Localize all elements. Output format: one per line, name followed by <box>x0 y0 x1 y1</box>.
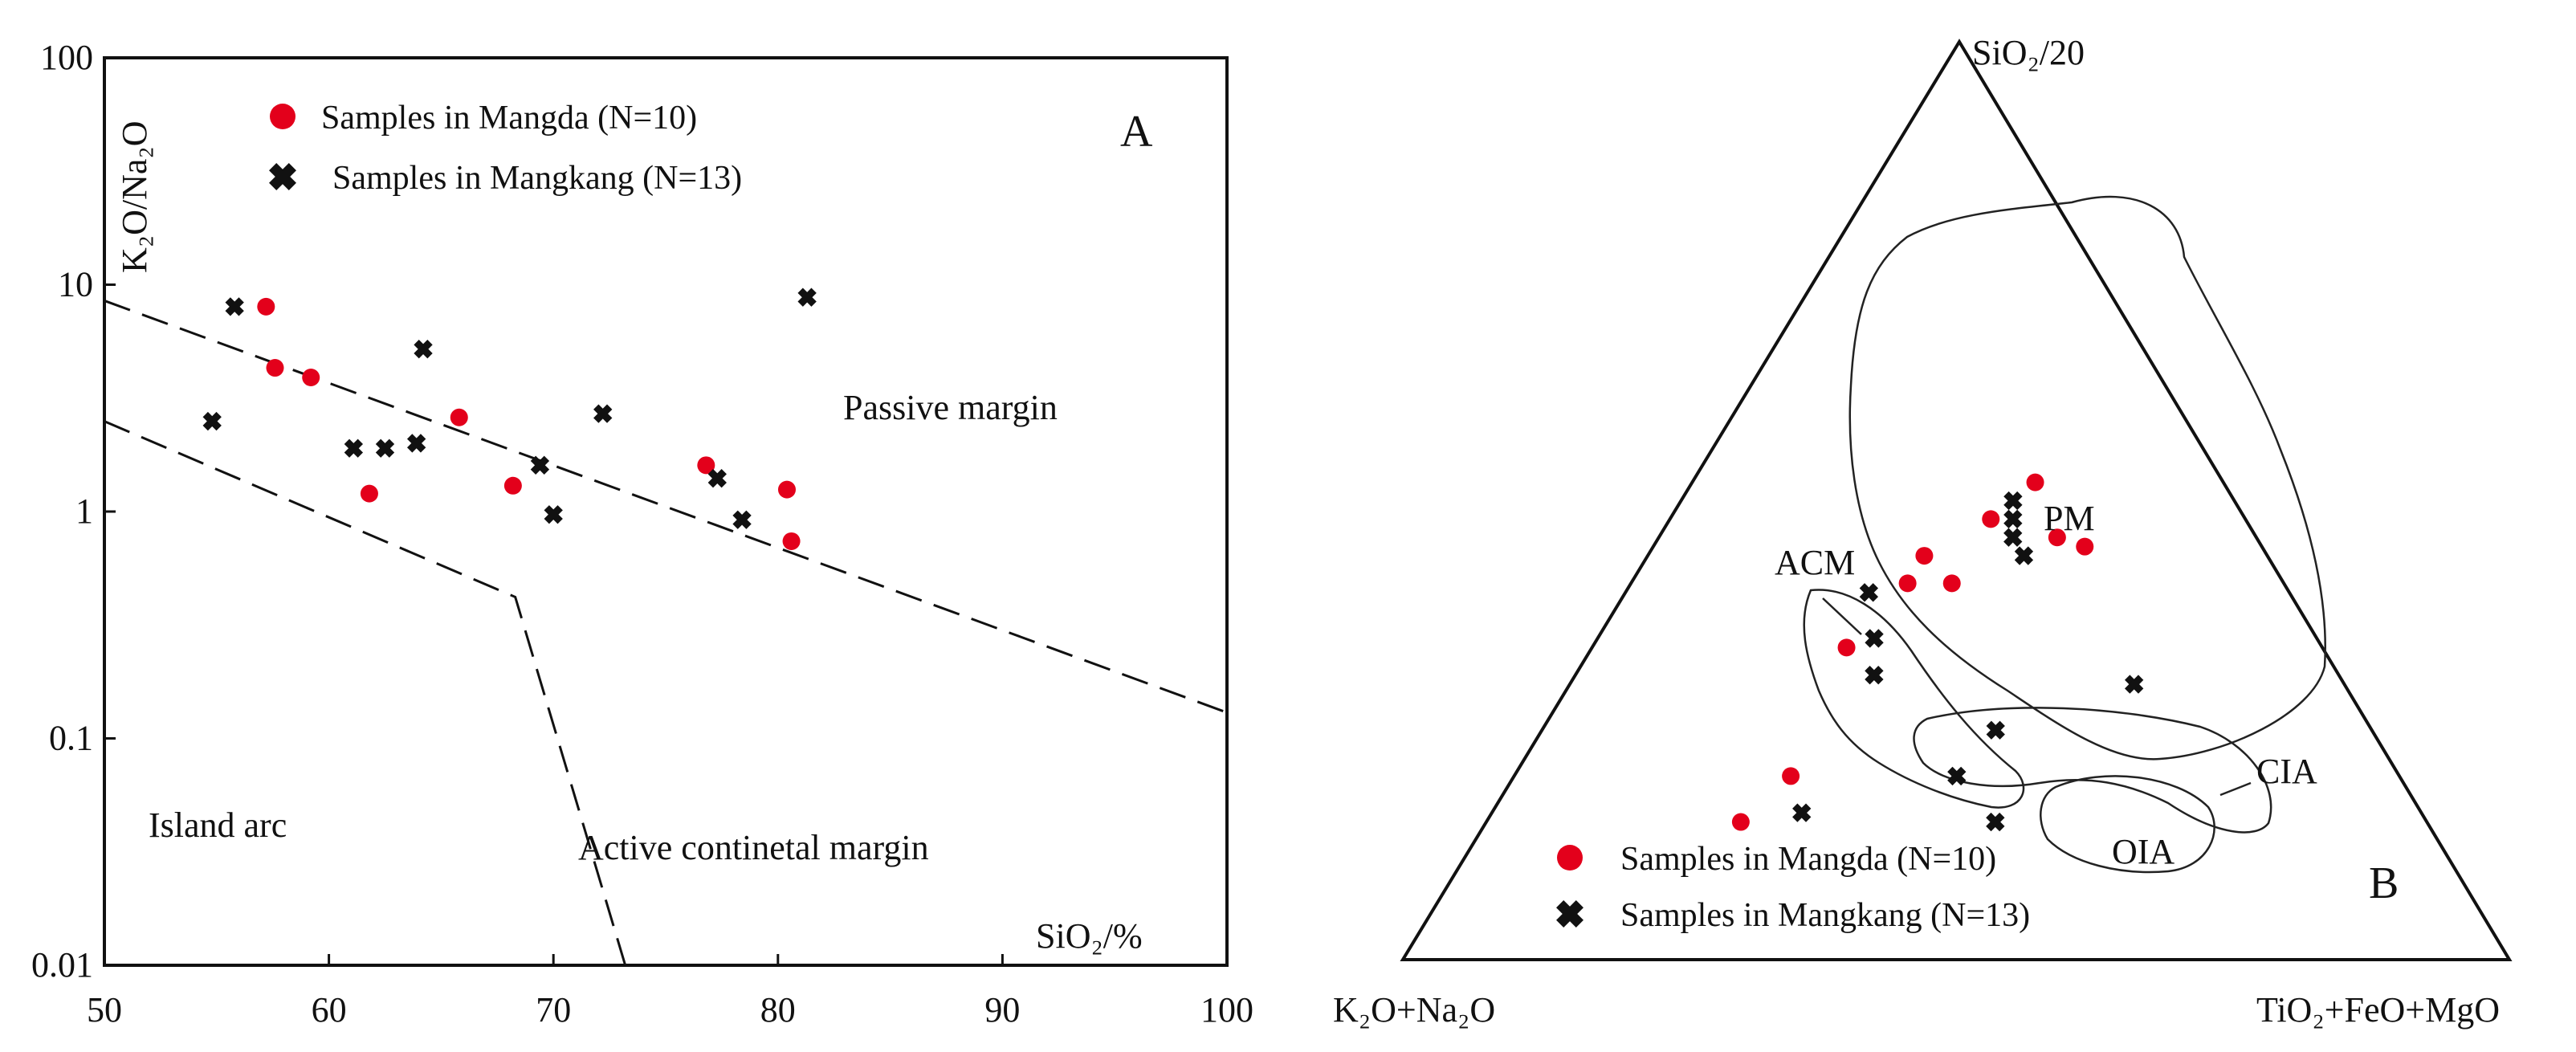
mangkang-point <box>544 505 563 524</box>
ternary-mangda-point <box>1898 574 1917 593</box>
mangkang-point <box>797 287 817 307</box>
ternary-mangkang-point <box>2003 491 2023 511</box>
ternary-mangkang-point <box>2125 675 2144 694</box>
mangda-point <box>503 476 522 495</box>
ternary-mangkang-point <box>1859 583 1879 602</box>
x-tick-label: 60 <box>312 990 347 1030</box>
mangda-point <box>302 369 320 387</box>
ternary-mangkang-point <box>1986 720 2005 740</box>
ternary-mangda-point <box>2076 537 2094 556</box>
mangkang-point <box>202 411 222 431</box>
mangkang-point <box>225 297 244 316</box>
boundary-island-active <box>104 420 627 966</box>
ternary-mangkang-point <box>1865 666 1884 685</box>
ternary-mangkang-point <box>2003 528 2023 547</box>
ternary-mangkang-point <box>1792 803 1812 822</box>
field-pm-label: PM <box>2044 499 2095 538</box>
region-active-continental-margin: Active continetal margin <box>578 828 929 867</box>
panel-a-y-axis-label: K₂O/Na₂O <box>115 120 154 273</box>
panel-a-ticks: 50 60 70 80 90 100 0.01 0.1 1 10 100 <box>31 38 1253 1030</box>
mangkang-point <box>375 438 395 458</box>
field-cia-label: CIA <box>2256 752 2317 791</box>
ternary-mangda-point <box>1942 574 1961 593</box>
x-tick-label: 80 <box>760 990 796 1030</box>
mangkang-point <box>406 434 426 453</box>
ternary-mangkang-point <box>1986 812 2005 832</box>
ternary-mangkang-point <box>2003 509 2023 529</box>
vertex-right-label: TiO₂+FeO+MgO <box>2256 990 2500 1030</box>
panel-a-label: A <box>1120 107 1153 157</box>
vertex-top-label: SiO₂/20 <box>1972 33 2085 72</box>
panel-a-x-axis-label: SiO₂/% <box>1036 916 1143 956</box>
mangkang-point <box>707 469 727 488</box>
region-island-arc: Island arc <box>149 805 287 845</box>
y-tick-label: 100 <box>40 38 93 77</box>
panel-a-points <box>202 287 817 550</box>
ternary-mangda-point <box>1915 547 1934 565</box>
mangda-point <box>777 480 796 499</box>
field-acm-leader <box>1822 597 1862 635</box>
legend-b-mangda-label: Samples in Mangda (N=10) <box>1620 841 1996 878</box>
mangkang-point <box>593 404 613 423</box>
ternary-triangle <box>1400 39 2513 961</box>
field-acm-label: ACM <box>1775 543 1855 582</box>
ternary-mangkang-point <box>1865 629 1884 648</box>
legend-a-mangkang-marker <box>269 163 296 190</box>
mangda-point <box>450 408 468 426</box>
ternary-mangda-point <box>1982 510 2000 528</box>
mangkang-point <box>732 510 752 529</box>
vertex-left-label: K₂O+Na₂O <box>1333 990 1495 1030</box>
panel-b-label: B <box>2369 858 2399 908</box>
panel-b-points <box>1731 473 2144 832</box>
panel-a-legend: Samples in Mangda (N=10) Samples in Mang… <box>269 100 742 197</box>
panel-a: 50 60 70 80 90 100 0.01 0.1 1 10 100 A K₂O/Na₂O Si… <box>31 38 1253 1030</box>
ternary-mangda-point <box>1837 638 1856 657</box>
x-tick-label: 70 <box>536 990 571 1030</box>
mangkang-point <box>530 455 550 475</box>
field-oia-label: OIA <box>2112 832 2175 871</box>
y-tick-label: 1 <box>75 491 93 531</box>
legend-b-mangkang-label: Samples in Mangkang (N=13) <box>1620 897 2030 934</box>
mangda-point <box>360 484 378 503</box>
y-tick-label: 0.1 <box>49 719 93 758</box>
region-passive-margin: Passive margin <box>843 388 1058 427</box>
field-oia <box>2040 775 2215 874</box>
legend-a-mangkang-label: Samples in Mangkang (N=13) <box>332 160 742 197</box>
mangda-point <box>266 359 284 377</box>
mangda-point <box>782 532 801 550</box>
legend-b-mangda-marker <box>1557 845 1583 871</box>
ternary-mangda-point <box>2048 528 2066 547</box>
legend-a-mangda-label: Samples in Mangda (N=10) <box>321 100 697 137</box>
panel-b-legend: Samples in Mangda (N=10) Samples in Mang… <box>1556 841 2030 934</box>
mangda-point <box>257 297 275 316</box>
panel-b: SiO₂/20 K₂O+Na₂O TiO₂+FeO+MgO B PM ACM C… <box>1333 33 2513 1030</box>
mangkang-point <box>414 340 433 359</box>
mangkang-point <box>344 438 364 458</box>
field-cia-leader <box>2219 781 2252 797</box>
x-tick-label: 100 <box>1200 990 1253 1030</box>
ternary-mangkang-point <box>2014 546 2034 565</box>
y-tick-label: 10 <box>58 265 93 304</box>
ternary-mangda-point <box>1782 767 1800 785</box>
x-tick-label: 50 <box>87 990 122 1030</box>
legend-b-mangkang-marker <box>1556 900 1584 928</box>
legend-a-mangda-marker <box>270 104 296 129</box>
ternary-mangkang-point <box>1947 766 1967 786</box>
panel-a-boundaries <box>104 300 1228 966</box>
mangda-point <box>697 456 715 475</box>
y-tick-label: 0.01 <box>31 945 93 985</box>
field-pm <box>1848 195 2326 760</box>
ternary-mangda-point <box>1731 813 1750 831</box>
x-tick-label: 90 <box>984 990 1020 1030</box>
ternary-mangda-point <box>2026 473 2044 491</box>
field-acm <box>1803 589 2025 809</box>
